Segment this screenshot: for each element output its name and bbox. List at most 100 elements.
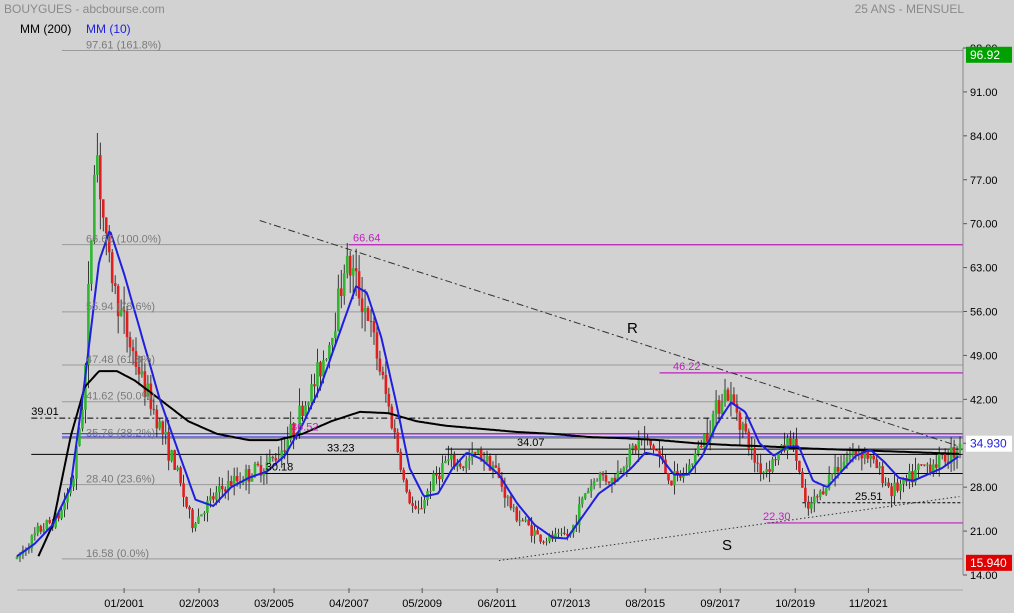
candle-body <box>515 507 519 521</box>
candle-body <box>759 463 763 474</box>
ma200-line <box>37 370 960 557</box>
candle-body <box>60 509 63 519</box>
low-price-box <box>966 554 1012 571</box>
x-tick-label: 01/2001 <box>104 598 144 610</box>
candle-body <box>200 514 203 517</box>
candle-body <box>173 450 176 470</box>
candle-body <box>774 459 777 461</box>
candle-body <box>390 406 394 429</box>
candle-body <box>197 516 200 524</box>
candle-body <box>928 464 932 473</box>
candle-body <box>33 533 37 536</box>
candle-body <box>937 453 941 468</box>
candle-body <box>101 199 105 218</box>
y-axis: 98.0091.0084.0077.0070.0063.0056.0049.00… <box>962 43 1012 582</box>
candle-body <box>872 455 876 460</box>
candle-body <box>432 473 435 491</box>
candle-body <box>319 362 322 377</box>
x-tick-label: 02/2003 <box>179 598 219 610</box>
candle-body <box>450 454 453 460</box>
candle-body <box>476 449 480 453</box>
fib-level-label: 66.66 (100.0%) <box>86 234 161 246</box>
candle-body <box>577 504 581 525</box>
y-tick-label: 84.00 <box>970 131 998 143</box>
chart-title: BOUYGUES - abcbourse.com <box>4 2 165 16</box>
candle-body <box>57 512 60 519</box>
x-tick-label: 08/2015 <box>625 598 665 610</box>
high-price-label: 96.92 <box>970 48 1000 62</box>
candle-body <box>313 384 316 387</box>
y-tick-label: 21.00 <box>970 526 998 538</box>
candle-body <box>521 520 525 522</box>
candle-body <box>830 473 834 475</box>
candle-body <box>557 532 560 534</box>
fib-level-label: 35.76 (38.2%) <box>86 427 155 439</box>
magenta-level-label: 46.22 <box>673 361 701 373</box>
candle-body <box>170 450 173 461</box>
level-labels: 97.61 (161.8%) 66.66 (100.0%) 55.94 (78.6%… <box>31 39 882 559</box>
candle-body <box>664 459 667 474</box>
high-price-box <box>966 46 1012 63</box>
candle-body <box>869 455 873 459</box>
candle-body <box>604 475 608 482</box>
candle-body <box>485 456 489 461</box>
candle-body <box>884 482 887 484</box>
candle-body <box>682 473 685 478</box>
candle-body <box>408 491 411 504</box>
candle-body <box>411 503 414 506</box>
candle-body <box>735 404 739 413</box>
candle-body <box>438 475 441 480</box>
candle-body <box>589 485 593 491</box>
candle-body <box>896 482 899 491</box>
candle-body <box>360 298 364 312</box>
candle-body <box>613 477 617 482</box>
candle-body <box>598 473 602 481</box>
candle-body <box>696 446 700 454</box>
candle-body <box>209 496 212 501</box>
candle-body <box>48 520 52 523</box>
candle-body <box>818 491 822 498</box>
candle-body <box>396 432 400 452</box>
candle-body <box>548 534 551 542</box>
candle-body <box>372 321 376 333</box>
candle-body <box>98 155 102 200</box>
candle-body <box>116 285 120 317</box>
candle-body <box>244 469 248 482</box>
candle-body <box>185 497 188 507</box>
candle-body <box>81 409 84 429</box>
candle-body <box>420 508 423 510</box>
candle-body <box>107 233 111 253</box>
candle-body <box>527 519 530 526</box>
candle-body <box>461 466 465 468</box>
candle-body <box>226 481 230 492</box>
candle-body <box>42 529 46 532</box>
candle-body <box>289 423 292 440</box>
candle-body <box>387 393 391 407</box>
candle-body <box>203 512 206 515</box>
resistance-label: R <box>627 320 638 337</box>
candle-body <box>723 389 727 403</box>
candle-body <box>473 452 477 454</box>
y-tick-label: 63.00 <box>970 263 998 275</box>
candle-body <box>839 468 843 472</box>
candle-body <box>920 464 923 466</box>
candle-body <box>488 456 492 471</box>
candle-body <box>447 459 450 461</box>
candle-body <box>586 490 590 494</box>
candle-body <box>780 444 783 452</box>
candle-body <box>539 534 542 542</box>
y-tick-label: 49.00 <box>970 350 998 362</box>
candle-body <box>259 465 263 476</box>
candle-body <box>399 451 403 470</box>
candle-body <box>188 506 191 510</box>
candle-body <box>610 477 614 483</box>
candle-body <box>934 464 938 468</box>
candle-body <box>402 469 406 480</box>
candle-body <box>503 486 507 498</box>
candle-body <box>592 481 596 486</box>
x-tick-label: 03/2005 <box>254 598 294 610</box>
candle-body <box>125 311 129 338</box>
x-tick-label: 07/2013 <box>550 598 590 610</box>
candle-body <box>887 482 890 487</box>
x-tick-label: 04/2007 <box>329 598 369 610</box>
